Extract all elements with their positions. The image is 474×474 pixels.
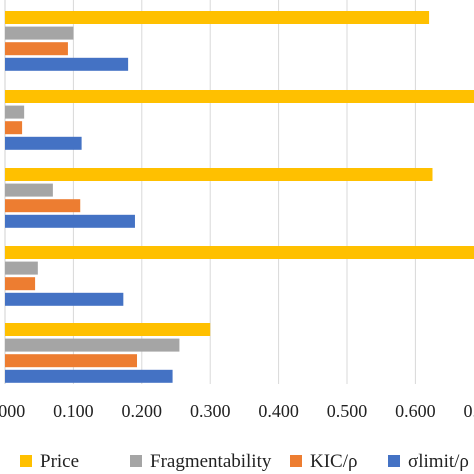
- bar-price-group-3: [5, 168, 433, 181]
- x-tick-label: 0.000: [0, 401, 25, 421]
- legend-label: σlimit/ρ: [408, 451, 469, 472]
- bar-limit-group-5: [5, 369, 173, 383]
- x-tick-label: 0.100: [53, 401, 94, 421]
- bar-limit-group-3: [5, 214, 135, 228]
- bar-price-group-4: [5, 246, 474, 259]
- bar-price-group-2: [5, 90, 474, 103]
- x-tick-label: 0.300: [190, 401, 231, 421]
- x-tick-label: 0.600: [395, 401, 436, 421]
- bar-fragmentability-group-3: [5, 183, 53, 197]
- bar-limit-group-1: [5, 57, 129, 71]
- legend-label: Price: [40, 451, 79, 472]
- bar-limit-group-2: [5, 136, 82, 150]
- bar-price-group-1: [5, 11, 430, 24]
- bar-limit-group-4: [5, 292, 124, 306]
- x-tick-label: 0.700: [464, 401, 474, 421]
- bar-kic-group-5: [5, 354, 138, 368]
- bar-fragmentability-group-4: [5, 261, 38, 275]
- bar-kic-group-2: [5, 121, 23, 135]
- bar-price-group-5: [5, 323, 211, 336]
- bar-kic-group-4: [5, 277, 36, 291]
- legend-label: KIC/ρ: [310, 451, 357, 472]
- legend-swatch: [290, 455, 302, 467]
- x-tick-label: 0.400: [258, 401, 299, 421]
- legend-swatch: [20, 455, 32, 467]
- x-tick-label: 0.500: [327, 401, 368, 421]
- x-axis-ticks: 0.000 0.100 0.200 0.300 0.400 0.500 0.600 0.700: [0, 401, 474, 421]
- x-tick-label: 0.200: [122, 401, 163, 421]
- legend-label: Fragmentability: [150, 451, 272, 472]
- bar-fragmentability-group-5: [5, 338, 180, 352]
- bar-fragmentability-group-2: [5, 105, 25, 119]
- bar-kic-group-3: [5, 199, 81, 213]
- bars: [5, 11, 474, 383]
- legend-swatch: [388, 455, 400, 467]
- legend-swatch: [130, 455, 142, 467]
- bar-kic-group-1: [5, 42, 68, 56]
- grid-lines: [72, 0, 416, 384]
- bar-fragmentability-group-1: [5, 26, 74, 40]
- legend: Price Fragmentability KIC/ρ σlimit/ρ: [20, 451, 469, 472]
